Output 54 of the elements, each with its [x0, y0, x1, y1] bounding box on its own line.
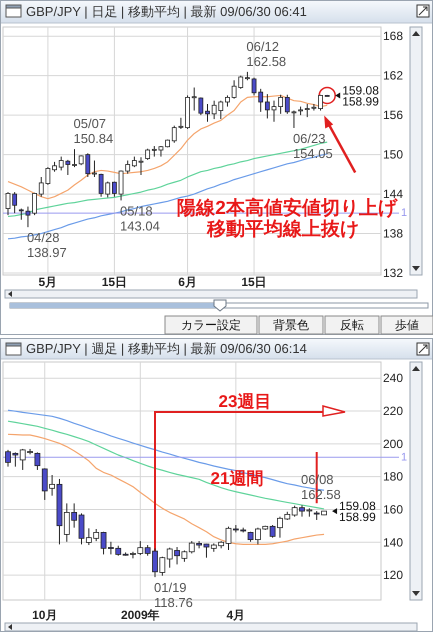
text: 背景色: [273, 318, 309, 332]
candlestick: [18, 208, 24, 220]
candlestick: [12, 192, 18, 214]
candlestick: [125, 160, 130, 174]
y-tick-label: 140: [382, 535, 404, 550]
text: 159.08 158.99: [339, 499, 376, 524]
x-tick-label: 15日: [241, 275, 267, 289]
x-tick-label: 15日: [102, 275, 128, 289]
y-tick-label: 150: [382, 148, 404, 162]
y-tick-label: 200: [382, 436, 404, 451]
annotation: 04/28 138.97: [26, 230, 67, 260]
candlestick: [6, 192, 10, 216]
y-tick-label: 120: [382, 568, 404, 582]
y-tick-label: 156: [382, 108, 404, 122]
candlestick: [218, 100, 224, 120]
candlestick: [58, 156, 64, 171]
annotation: 01/19 118.76: [154, 580, 193, 610]
candlestick: [85, 152, 90, 178]
x-tick-label: 4月: [226, 608, 246, 622]
text: 歩値: [395, 318, 419, 332]
y-tick-label: 240: [382, 371, 404, 386]
candlestick: [238, 75, 244, 90]
text: 反転: [340, 318, 364, 332]
text: 1: [401, 207, 408, 220]
candlestick: [258, 88, 264, 112]
x-tick-label: 2009年: [120, 608, 160, 622]
annotation: 06/23 154.05: [292, 130, 333, 161]
y-tick-label: 220: [382, 404, 404, 418]
candlestick: [145, 148, 150, 160]
candlestick: [304, 103, 310, 118]
y-tick-label: 160: [382, 502, 404, 516]
annotation: 23週目: [218, 392, 272, 411]
x-tick-label: 10月: [32, 608, 58, 622]
annotation: 移動平均線上抜け: [206, 218, 359, 240]
x-tick-label: 5月: [38, 275, 58, 289]
candlestick: [292, 110, 296, 128]
y-tick-label: 138: [382, 226, 404, 241]
text: 1: [401, 451, 408, 464]
y-tick-label: 162: [382, 68, 404, 83]
candlestick: [38, 176, 44, 198]
candlestick: [34, 452, 40, 470]
candlestick: [172, 125, 177, 144]
x-tick-label: 6月: [178, 275, 197, 289]
y-tick-label: 132: [382, 266, 404, 280]
candlestick: [105, 181, 110, 198]
y-tick-label: 180: [382, 470, 404, 484]
annotation: 06/12 162.58: [246, 38, 286, 69]
chart-title: GBP/JPY | 週足 | 移動平均 | 最新 09/06/30 06:14: [26, 341, 307, 356]
y-tick-label: 168: [382, 29, 404, 44]
text: 159.08 158.99: [342, 83, 380, 108]
annotation: 05/07 150.84: [74, 116, 114, 146]
candlestick: [152, 146, 157, 158]
chart-title: GBP/JPY | 日足 | 移動平均 | 最新 09/06/30 06:41: [26, 4, 307, 19]
candlestick: [284, 94, 290, 114]
